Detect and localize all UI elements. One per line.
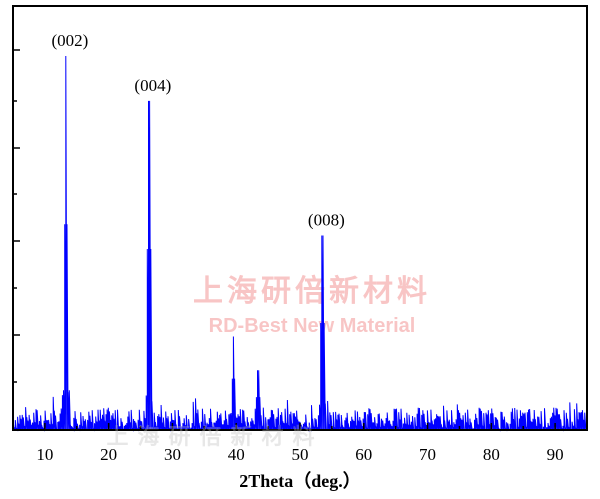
peak-label: (002) bbox=[52, 31, 89, 50]
x-tick-label: 40 bbox=[228, 445, 245, 464]
x-tick-label: 80 bbox=[483, 445, 500, 464]
x-tick-label: 20 bbox=[100, 445, 117, 464]
peak-label: (008) bbox=[308, 211, 345, 230]
x-tick-label: 60 bbox=[355, 445, 372, 464]
peak-labels: (002) (004) (008) bbox=[52, 31, 345, 230]
x-tick-label: 90 bbox=[547, 445, 564, 464]
x-tick-label: 70 bbox=[419, 445, 436, 464]
watermark-english: RD-Best New Material bbox=[209, 315, 416, 337]
x-tick-label: 10 bbox=[36, 445, 53, 464]
y-axis-ticks bbox=[13, 49, 20, 431]
plot-frame bbox=[12, 5, 588, 431]
x-tick-label: 30 bbox=[164, 445, 181, 464]
watermark-chinese: 上海研倍新材料 bbox=[193, 274, 431, 309]
x-axis-tick-labels: 10 20 30 40 50 60 70 80 90 bbox=[36, 445, 563, 464]
x-axis-ticks bbox=[12, 423, 588, 430]
watermark-bottom: 上海研倍新材料 bbox=[106, 424, 323, 450]
series-line bbox=[12, 55, 587, 432]
x-tick-label: 50 bbox=[292, 445, 309, 464]
peak-label: (004) bbox=[134, 76, 171, 95]
x-axis-title: 2Theta（deg.） bbox=[239, 471, 361, 491]
